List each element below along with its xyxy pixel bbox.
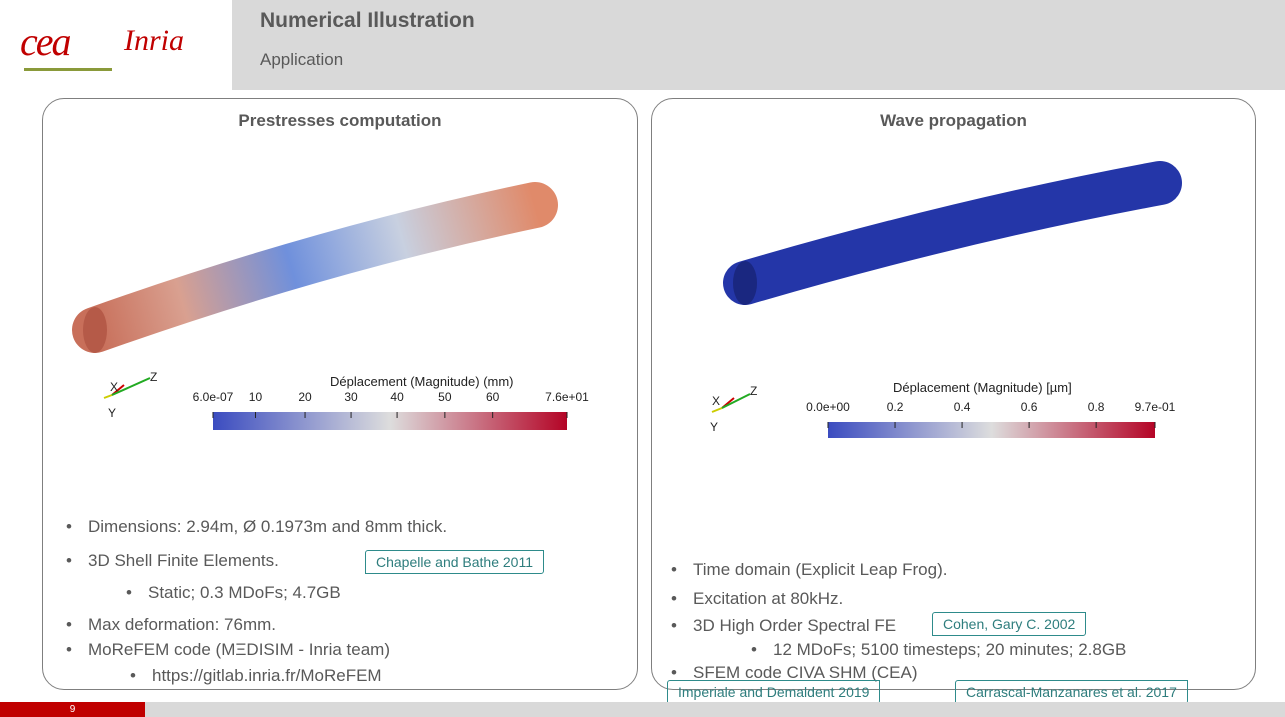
bullet: Time domain (Explicit Leap Frog).	[693, 560, 947, 580]
colorbar-tick-label: 0.2	[887, 400, 904, 414]
colorbar	[213, 412, 567, 430]
bullet: 3D High Order Spectral FE	[693, 616, 896, 636]
citation: Chapelle and Bathe 2011	[365, 550, 544, 574]
axis-label: Z	[750, 384, 757, 398]
colorbar-tick-label: 6.0e-07	[193, 390, 234, 404]
colorbar-tick-label: 20	[298, 390, 311, 404]
colorbar-tick-label: 0.8	[1088, 400, 1105, 414]
slide: {"header":{"logo_cea":"cea","logo_inria"…	[0, 0, 1285, 717]
citation: Carrascal-Manzanares et al. 2017	[955, 680, 1188, 704]
colorbar-tick-label: 30	[344, 390, 357, 404]
bullet: 12 MDoFs; 5100 timesteps; 20 minutes; 2.…	[773, 640, 1126, 660]
colorbar-tick-label: 0.0e+00	[806, 400, 850, 414]
citation: Cohen, Gary C. 2002	[932, 612, 1086, 636]
bullet: Max deformation: 76mm.	[88, 615, 276, 635]
bullet: Excitation at 80kHz.	[693, 589, 843, 609]
colorbar-tick-label: 10	[249, 390, 262, 404]
colorbar-label: Déplacement (Magnitude) (mm)	[330, 374, 514, 389]
bullet: Static; 0.3 MDoFs; 4.7GB	[148, 583, 341, 603]
tube-end	[733, 261, 757, 305]
axis-label: Y	[710, 420, 718, 434]
bullet: 3D Shell Finite Elements.	[88, 551, 279, 571]
page-number: 9	[0, 702, 145, 717]
axis-label: Y	[108, 406, 116, 420]
citation: Imperiale and Demaldent 2019	[667, 680, 880, 704]
colorbar-tick-label: 0.6	[1021, 400, 1038, 414]
colorbar-tick-label: 40	[390, 390, 403, 404]
colorbar-label: Déplacement (Magnitude) [µm]	[893, 380, 1072, 395]
bullet: MoReFEM code (MΞDISIM - Inria team)	[88, 640, 390, 660]
axis-label: X	[712, 394, 720, 408]
colorbar-tick-label: 9.7e-01	[1135, 400, 1176, 414]
footer-bar	[0, 702, 1285, 717]
tube	[745, 183, 1160, 283]
figures	[0, 0, 1285, 717]
colorbar	[828, 422, 1155, 438]
colorbar-tick-label: 50	[438, 390, 451, 404]
tube	[95, 205, 535, 330]
bullet: Dimensions: 2.94m, Ø 0.1973m and 8mm thi…	[88, 517, 447, 537]
colorbar-tick-label: 7.6e+01	[545, 390, 589, 404]
axis-label: Z	[150, 370, 157, 384]
axis-label: X	[110, 380, 118, 394]
tube-end	[83, 307, 107, 353]
colorbar-tick-label: 60	[486, 390, 499, 404]
bullet: https://gitlab.inria.fr/MoReFEM	[152, 666, 382, 686]
colorbar-tick-label: 0.4	[954, 400, 971, 414]
